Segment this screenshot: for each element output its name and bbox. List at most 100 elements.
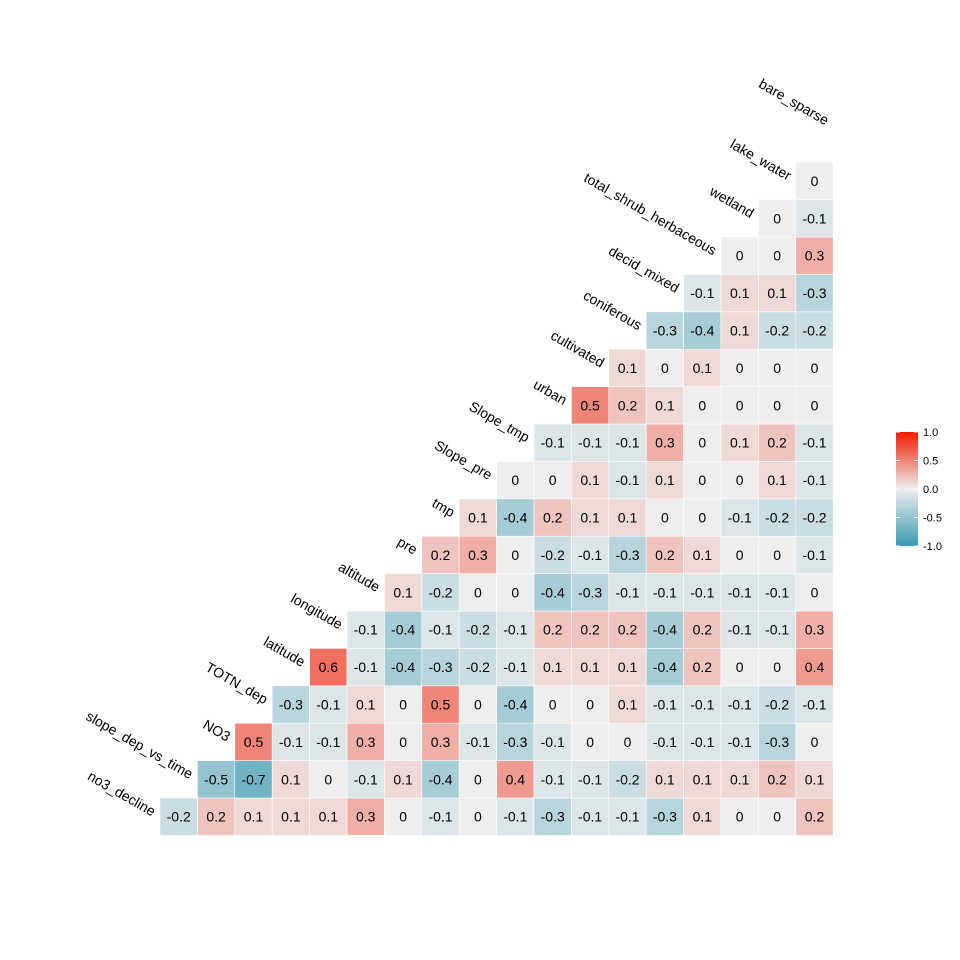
cell-value-label: 0.1 [580, 472, 600, 488]
heatmap-cell [795, 461, 834, 500]
legend-tick-label: -1.0 [923, 541, 942, 553]
heatmap-cell [608, 535, 647, 574]
cell-value-label: 0.3 [356, 734, 376, 750]
cell-value-label: -0.3 [802, 285, 826, 301]
cell-value-label: -0.3 [541, 809, 565, 825]
cell-value-label: -0.1 [690, 734, 714, 750]
heatmap-cell [608, 386, 647, 425]
heatmap-cell [720, 498, 759, 537]
heatmap-cell [795, 610, 834, 649]
cell-value-label: 0.2 [693, 622, 713, 638]
cell-value-label: -0.4 [503, 510, 527, 526]
variable-label-wetland: wetland [706, 182, 757, 220]
heatmap-cell [496, 685, 535, 724]
heatmap-cell [159, 797, 198, 836]
cell-value-label: 0 [586, 734, 594, 750]
cell-value-label: 0 [511, 472, 519, 488]
cell-value-label: 0.1 [393, 584, 413, 600]
cell-value-label: -0.2 [802, 323, 826, 339]
variable-label-tmp: tmp [429, 495, 457, 521]
heatmap-cell [458, 797, 497, 836]
cell-value-label: 0 [624, 734, 632, 750]
heatmap-cell [645, 311, 684, 350]
heatmap-cell [421, 610, 460, 649]
heatmap-cell [758, 797, 797, 836]
heatmap-cell [795, 161, 834, 200]
cell-value-label: -0.1 [354, 659, 378, 675]
cell-value-label: -0.3 [503, 734, 527, 750]
cell-value-label: -0.1 [765, 622, 789, 638]
cell-value-label: -0.1 [578, 547, 602, 563]
cell-value-label: -0.2 [765, 323, 789, 339]
heatmap-cell [758, 648, 797, 687]
heatmap-cell [720, 610, 759, 649]
cell-value-label: -0.1 [279, 734, 303, 750]
heatmap-cell [758, 535, 797, 574]
variable-label-slope-pre: Slope_pre [432, 437, 495, 483]
heatmap-cell [571, 685, 610, 724]
cell-value-label: 0.3 [356, 809, 376, 825]
cell-value-label: 0.1 [805, 771, 825, 787]
variable-label-no3: NO3 [200, 716, 233, 744]
cell-value-label: 0.1 [618, 510, 638, 526]
cell-value-label: 0.1 [393, 771, 413, 787]
cell-value-label: -0.5 [204, 771, 228, 787]
heatmap-cell [758, 348, 797, 387]
cell-value-label: -0.3 [615, 547, 639, 563]
cell-value-label: -0.1 [466, 734, 490, 750]
heatmap-cell [234, 722, 273, 761]
cell-value-label: 0.1 [767, 285, 787, 301]
heatmap-cell [795, 236, 834, 275]
cell-value-label: -0.3 [765, 734, 789, 750]
cell-value-label: 0 [773, 397, 781, 413]
heatmap-cell [645, 648, 684, 687]
cell-value-label: 0.1 [767, 472, 787, 488]
heatmap-cell [421, 722, 460, 761]
cell-value-label: -0.1 [541, 734, 565, 750]
heatmap-cell [533, 685, 572, 724]
heatmap-cell [608, 573, 647, 612]
heatmap-cell [496, 760, 535, 799]
heatmap-cell [197, 760, 236, 799]
cell-value-label: -0.1 [765, 584, 789, 600]
cell-value-label: -0.1 [541, 435, 565, 451]
heatmap-cell [608, 461, 647, 500]
cell-value-label: -0.1 [690, 584, 714, 600]
cell-value-label: 0 [399, 697, 407, 713]
cell-value-label: -0.4 [653, 659, 677, 675]
cell-value-label: 0.4 [805, 659, 825, 675]
heatmap-cell [533, 535, 572, 574]
heatmap-cell [795, 498, 834, 537]
heatmap-cell [384, 648, 423, 687]
cell-value-label: 0 [324, 771, 332, 787]
cell-value-label: 0.2 [655, 547, 675, 563]
heatmap-cell [608, 498, 647, 537]
heatmap-cell [571, 797, 610, 836]
cell-value-label: -0.1 [690, 285, 714, 301]
heatmap-cell [458, 573, 497, 612]
heatmap-cell [533, 610, 572, 649]
cell-value-label: 0.1 [319, 809, 339, 825]
cell-value-label: -0.1 [802, 547, 826, 563]
heatmap-cell [608, 423, 647, 462]
cell-value-label: 0.2 [618, 397, 638, 413]
cell-value-label: 0 [549, 472, 557, 488]
heatmap-cell [608, 610, 647, 649]
heatmap-cell [421, 760, 460, 799]
cell-value-label: 0.3 [655, 435, 675, 451]
heatmap-cell [571, 535, 610, 574]
cell-value-label: 0.2 [206, 809, 226, 825]
cell-value-label: -0.1 [728, 584, 752, 600]
cell-value-label: 0.2 [580, 622, 600, 638]
heatmap-cell [795, 797, 834, 836]
cell-value-label: 0.2 [543, 510, 563, 526]
heatmap-cell [496, 535, 535, 574]
cell-value-label: 0 [474, 584, 482, 600]
heatmap-cell [720, 685, 759, 724]
heatmap-cell [608, 348, 647, 387]
legend-tick-label: 0.0 [923, 484, 938, 496]
color-legend: 1.0 0.5 0.0 -0.5 -1.0 [896, 427, 942, 553]
cell-value-label: 0.3 [805, 622, 825, 638]
cell-value-label: 0.1 [693, 771, 713, 787]
heatmap-cell [496, 797, 535, 836]
